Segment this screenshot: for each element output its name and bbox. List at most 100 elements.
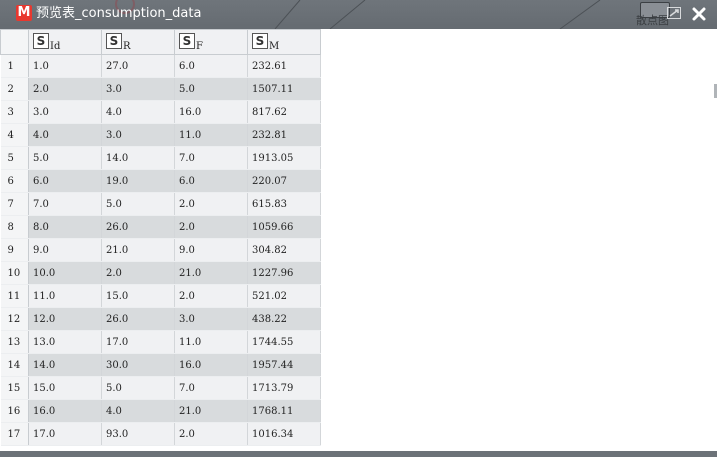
table-cell[interactable]: 1.0 (28, 54, 102, 78)
table-row[interactable]: 2 2.0 3.0 5.0 1507.11 (0, 77, 321, 101)
table-cell[interactable]: 5.0 (101, 192, 175, 216)
table-cell[interactable]: 3.0 (28, 100, 102, 124)
table-cell[interactable]: 30.0 (101, 353, 175, 377)
table-cell[interactable]: 1768.11 (247, 399, 321, 423)
table-row[interactable]: 3 3.0 4.0 16.0 817.62 (0, 100, 321, 124)
table-row[interactable]: 16 16.0 4.0 21.0 1768.11 (0, 399, 321, 423)
table-row[interactable]: 10 10.0 2.0 21.0 1227.96 (0, 261, 321, 285)
table-cell[interactable]: 26.0 (101, 307, 175, 331)
table-cell[interactable]: 2.0 (174, 192, 248, 216)
table-cell[interactable]: 8.0 (28, 215, 102, 239)
table-cell[interactable]: 13.0 (28, 330, 102, 354)
table-cell[interactable]: 17.0 (101, 330, 175, 354)
table-cell[interactable]: 3.0 (101, 77, 175, 101)
table-row[interactable]: 11 11.0 15.0 2.0 521.02 (0, 284, 321, 308)
row-number: 13 (0, 330, 29, 354)
table-cell[interactable]: 438.22 (247, 307, 321, 331)
table-cell[interactable]: 1059.66 (247, 215, 321, 239)
table-cell[interactable]: 2.0 (174, 422, 248, 446)
table-cell[interactable]: 10.0 (28, 261, 102, 285)
table-cell[interactable]: 304.82 (247, 238, 321, 262)
table-cell[interactable]: 1913.05 (247, 146, 321, 170)
table-cell[interactable]: 1507.11 (247, 77, 321, 101)
table-cell[interactable]: 21.0 (174, 399, 248, 423)
table-cell[interactable]: 21.0 (101, 238, 175, 262)
row-number: 7 (0, 192, 29, 216)
table-row[interactable]: 6 6.0 19.0 6.0 220.07 (0, 169, 321, 193)
table-row[interactable]: 5 5.0 14.0 7.0 1913.05 (0, 146, 321, 170)
table-cell[interactable]: 17.0 (28, 422, 102, 446)
table-row[interactable]: 17 17.0 93.0 2.0 1016.34 (0, 422, 321, 446)
table-cell[interactable]: 6.0 (28, 169, 102, 193)
table-cell[interactable]: 15.0 (28, 376, 102, 400)
table-cell[interactable]: 1713.79 (247, 376, 321, 400)
table-cell[interactable]: 6.0 (174, 169, 248, 193)
table-cell[interactable]: 2.0 (174, 284, 248, 308)
table-row[interactable]: 12 12.0 26.0 3.0 438.22 (0, 307, 321, 331)
string-type-icon[interactable]: S (179, 33, 195, 49)
table-cell[interactable]: 16.0 (28, 399, 102, 423)
window-title: 预览表_consumption_data (36, 6, 202, 21)
table-cell[interactable]: 26.0 (101, 215, 175, 239)
table-cell[interactable]: 11.0 (28, 284, 102, 308)
string-type-icon[interactable]: S (106, 33, 122, 49)
table-row[interactable]: 14 14.0 30.0 16.0 1957.44 (0, 353, 321, 377)
table-cell[interactable]: 12.0 (28, 307, 102, 331)
table-row[interactable]: 15 15.0 5.0 7.0 1713.79 (0, 376, 321, 400)
table-cell[interactable]: 7.0 (28, 192, 102, 216)
table-cell[interactable]: 16.0 (174, 100, 248, 124)
table-cell[interactable]: 3.0 (101, 123, 175, 147)
table-cell[interactable]: 4.0 (28, 123, 102, 147)
table-cell[interactable]: 14.0 (28, 353, 102, 377)
table-cell[interactable]: 3.0 (174, 307, 248, 331)
table-cell[interactable]: 27.0 (101, 54, 175, 78)
string-type-icon[interactable]: S (33, 33, 49, 49)
table-cell[interactable]: 19.0 (101, 169, 175, 193)
table-row[interactable]: 8 8.0 26.0 2.0 1059.66 (0, 215, 321, 239)
app-logo-icon: M (16, 5, 32, 21)
table-cell[interactable]: 1957.44 (247, 353, 321, 377)
table-cell[interactable]: 7.0 (174, 146, 248, 170)
table-cell[interactable]: 11.0 (174, 330, 248, 354)
table-row[interactable]: 9 9.0 21.0 9.0 304.82 (0, 238, 321, 262)
table-cell[interactable]: 5.0 (174, 77, 248, 101)
table-cell[interactable]: 615.83 (247, 192, 321, 216)
table-cell[interactable]: 1744.55 (247, 330, 321, 354)
table-cell[interactable]: 4.0 (101, 399, 175, 423)
string-type-icon[interactable]: S (252, 33, 268, 49)
table-cell[interactable]: 220.07 (247, 169, 321, 193)
table-cell[interactable]: 14.0 (101, 146, 175, 170)
table-cell[interactable]: 2.0 (101, 261, 175, 285)
table-row[interactable]: 7 7.0 5.0 2.0 615.83 (0, 192, 321, 216)
table-cell[interactable]: 1227.96 (247, 261, 321, 285)
table-cell[interactable]: 21.0 (174, 261, 248, 285)
table-cell[interactable]: 2.0 (28, 77, 102, 101)
table-row[interactable]: 4 4.0 3.0 11.0 232.81 (0, 123, 321, 147)
column-header[interactable]: S Id (28, 29, 102, 55)
table-row[interactable]: 13 13.0 17.0 11.0 1744.55 (0, 330, 321, 354)
table-cell[interactable]: 9.0 (174, 238, 248, 262)
vertical-scrollbar[interactable] (714, 84, 717, 98)
table-cell[interactable]: 16.0 (174, 353, 248, 377)
table-cell[interactable]: 1016.34 (247, 422, 321, 446)
table-row[interactable]: 1 1.0 27.0 6.0 232.61 (0, 54, 321, 78)
table-cell[interactable]: 6.0 (174, 54, 248, 78)
table-cell[interactable]: 817.62 (247, 100, 321, 124)
table-cell[interactable]: 521.02 (247, 284, 321, 308)
close-icon[interactable] (691, 6, 707, 22)
expand-icon[interactable] (667, 7, 681, 19)
table-cell[interactable]: 7.0 (174, 376, 248, 400)
table-cell[interactable]: 232.81 (247, 123, 321, 147)
table-cell[interactable]: 5.0 (28, 146, 102, 170)
table-cell[interactable]: 9.0 (28, 238, 102, 262)
table-cell[interactable]: 2.0 (174, 215, 248, 239)
table-cell[interactable]: 4.0 (101, 100, 175, 124)
table-cell[interactable]: 11.0 (174, 123, 248, 147)
table-cell[interactable]: 5.0 (101, 376, 175, 400)
table-cell[interactable]: 15.0 (101, 284, 175, 308)
table-cell[interactable]: 93.0 (101, 422, 175, 446)
table-cell[interactable]: 232.61 (247, 54, 321, 78)
